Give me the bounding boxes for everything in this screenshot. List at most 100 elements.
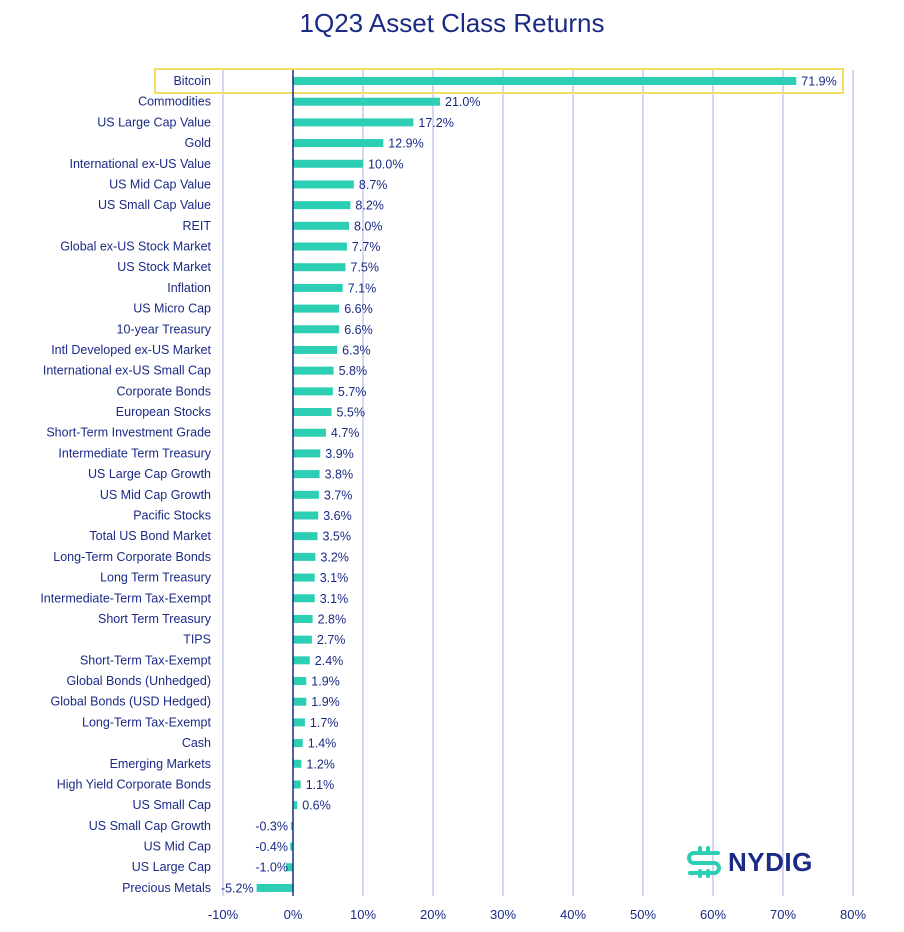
category-label: US Stock Market: [117, 260, 211, 274]
data-label: 1.7%: [310, 716, 339, 730]
bar: [286, 863, 293, 872]
data-label: 1.2%: [306, 757, 335, 771]
x-tick-label: 10%: [350, 907, 376, 922]
category-label: Intl Developed ex-US Market: [51, 343, 211, 357]
category-label: Total US Bond Market: [89, 529, 211, 543]
category-label: US Mid Cap: [144, 840, 211, 854]
bar: [293, 594, 315, 603]
data-label: 6.6%: [344, 323, 373, 337]
bar: [293, 490, 319, 499]
category-label: Short-Term Tax-Exempt: [80, 653, 212, 667]
nydig-logo: NYDIG: [686, 845, 813, 879]
bar: [293, 139, 384, 148]
data-label: -0.4%: [255, 840, 288, 854]
data-label: 21.0%: [445, 95, 480, 109]
bar: [293, 656, 310, 665]
category-label: US Large Cap Value: [97, 115, 211, 129]
data-label: -1.0%: [255, 861, 288, 875]
bar: [293, 263, 346, 272]
category-label: Long-Term Tax-Exempt: [82, 715, 212, 729]
data-label: 3.1%: [320, 592, 349, 606]
data-label: 3.1%: [320, 571, 349, 585]
data-label: 5.7%: [338, 385, 367, 399]
bar: [293, 366, 334, 375]
data-label: 17.2%: [418, 116, 453, 130]
category-label: TIPS: [183, 633, 211, 647]
x-tick-label: 40%: [560, 907, 586, 922]
data-label: 3.9%: [325, 447, 354, 461]
bar: [293, 97, 440, 106]
data-label: 3.5%: [323, 530, 352, 544]
category-label: US Small Cap Value: [98, 198, 211, 212]
bar: [293, 718, 305, 727]
category-label: Gold: [185, 136, 211, 150]
category-label: Global Bonds (USD Hedged): [51, 695, 212, 709]
bar: [293, 573, 315, 582]
data-label: 2.4%: [315, 654, 344, 668]
category-label: US Large Cap Growth: [88, 467, 211, 481]
data-label: 2.7%: [317, 633, 346, 647]
category-label: Intermediate-Term Tax-Exempt: [40, 591, 211, 605]
x-tick-label: 80%: [840, 907, 866, 922]
category-label: REIT: [183, 219, 212, 233]
data-label: -5.2%: [221, 881, 254, 895]
chart-title: 1Q23 Asset Class Returns: [299, 8, 605, 38]
bar: [290, 842, 293, 851]
category-label: Bitcoin: [173, 74, 211, 88]
x-tick-label: 60%: [700, 907, 726, 922]
bar: [293, 118, 414, 127]
category-label: International ex-US Value: [69, 157, 211, 171]
data-label: 6.3%: [342, 343, 371, 357]
bar: [293, 552, 316, 561]
bar: [293, 739, 303, 748]
category-label: US Micro Cap: [133, 302, 211, 316]
x-tick-label: -10%: [208, 907, 239, 922]
bar: [293, 614, 313, 623]
bar: [293, 532, 318, 541]
data-label: 71.9%: [801, 75, 836, 89]
category-label: Intermediate Term Treasury: [58, 446, 211, 460]
category-label: Pacific Stocks: [133, 508, 211, 522]
category-label: US Large Cap: [132, 860, 211, 874]
x-tick-label: 0%: [284, 907, 303, 922]
category-label: US Mid Cap Growth: [100, 488, 211, 502]
bar: [293, 449, 321, 458]
bar: [293, 345, 338, 354]
bar: [293, 677, 307, 686]
category-label: Commodities: [138, 95, 211, 109]
bar: [293, 470, 320, 479]
bar: [293, 801, 298, 810]
bar: [293, 201, 351, 210]
data-label: 4.7%: [331, 426, 360, 440]
bar: [293, 387, 333, 396]
data-label: 8.2%: [355, 199, 384, 213]
data-label: 0.6%: [302, 799, 331, 813]
data-label: 1.9%: [311, 675, 340, 689]
bar: [293, 759, 302, 768]
data-label: 2.8%: [318, 612, 347, 626]
data-label: 7.7%: [352, 240, 381, 254]
bar: [293, 304, 340, 313]
data-label: 3.8%: [325, 468, 354, 482]
bar: [293, 242, 347, 251]
data-label: 3.7%: [324, 488, 353, 502]
bar: [293, 697, 307, 706]
bar: [293, 635, 312, 644]
data-label: 5.8%: [339, 364, 368, 378]
category-label: International ex-US Small Cap: [43, 364, 211, 378]
highlight-box: [154, 68, 844, 94]
data-label: 12.9%: [388, 137, 423, 151]
data-label: 1.4%: [308, 737, 337, 751]
data-label: 6.6%: [344, 302, 373, 316]
data-label: 1.9%: [311, 695, 340, 709]
logo-text: NYDIG: [728, 846, 813, 877]
x-tick-label: 70%: [770, 907, 796, 922]
data-label: 1.1%: [306, 778, 335, 792]
bar: [293, 780, 301, 789]
category-label: Long-Term Corporate Bonds: [53, 550, 211, 564]
bar: [293, 77, 797, 85]
bar: [293, 325, 340, 334]
data-label: -0.3%: [255, 819, 288, 833]
category-label: US Small Cap: [133, 798, 212, 812]
